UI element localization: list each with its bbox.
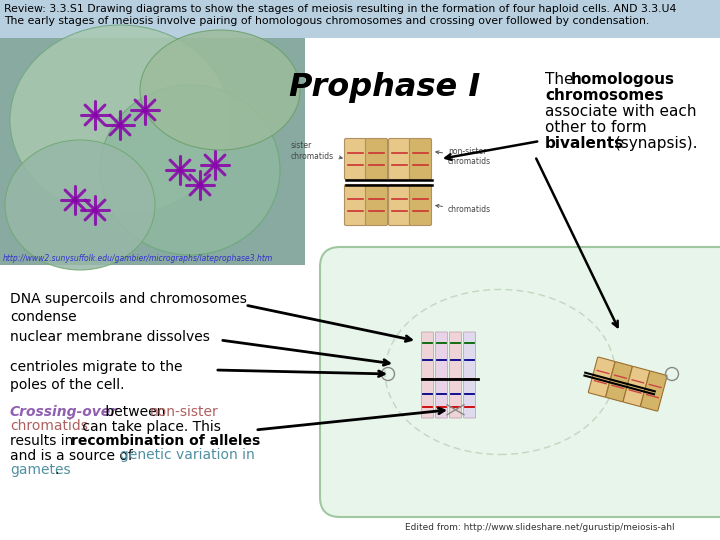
- Text: gametes: gametes: [10, 463, 71, 477]
- Text: and is a source of: and is a source of: [10, 449, 138, 462]
- Text: bivalents: bivalents: [545, 136, 624, 151]
- FancyBboxPatch shape: [389, 185, 410, 226]
- Text: The: The: [545, 72, 578, 87]
- Text: The early stages of meiosis involve pairing of homologous chromosomes and crossi: The early stages of meiosis involve pair…: [4, 16, 649, 26]
- FancyBboxPatch shape: [0, 0, 720, 38]
- FancyBboxPatch shape: [366, 138, 387, 179]
- Text: chromatids: chromatids: [436, 205, 491, 214]
- FancyBboxPatch shape: [389, 138, 410, 179]
- Ellipse shape: [140, 30, 300, 150]
- Text: DNA supercoils and chromosomes
condense: DNA supercoils and chromosomes condense: [10, 292, 247, 325]
- FancyBboxPatch shape: [366, 185, 387, 226]
- Text: associate with each: associate with each: [545, 104, 696, 119]
- Text: Edited from: http://www.slideshare.net/gurustip/meiosis-ahl: Edited from: http://www.slideshare.net/g…: [405, 523, 675, 532]
- Text: chromosomes: chromosomes: [545, 88, 664, 103]
- Text: centrioles migrate to the
poles of the cell.: centrioles migrate to the poles of the c…: [10, 360, 182, 393]
- FancyBboxPatch shape: [344, 138, 366, 179]
- Text: Prophase I: Prophase I: [289, 72, 481, 103]
- Text: genetic variation in: genetic variation in: [120, 449, 255, 462]
- Text: sister
chromatids: sister chromatids: [291, 141, 342, 161]
- Ellipse shape: [100, 85, 280, 255]
- Text: other to form: other to form: [545, 120, 647, 135]
- FancyBboxPatch shape: [641, 371, 667, 411]
- FancyBboxPatch shape: [344, 185, 366, 226]
- Text: Review: 3.3.S1 Drawing diagrams to show the stages of meiosis resulting in the f: Review: 3.3.S1 Drawing diagrams to show …: [4, 4, 676, 14]
- FancyBboxPatch shape: [464, 332, 475, 418]
- Ellipse shape: [10, 25, 230, 215]
- Text: results in: results in: [10, 434, 78, 448]
- FancyBboxPatch shape: [410, 185, 431, 226]
- FancyBboxPatch shape: [320, 247, 720, 517]
- FancyBboxPatch shape: [410, 138, 431, 179]
- Text: .: .: [55, 463, 59, 477]
- Text: chromatids: chromatids: [10, 420, 88, 434]
- FancyBboxPatch shape: [436, 332, 448, 418]
- Text: (synapsis).: (synapsis).: [610, 136, 698, 151]
- FancyBboxPatch shape: [606, 362, 632, 402]
- Text: non-sister: non-sister: [150, 405, 219, 419]
- FancyBboxPatch shape: [623, 367, 649, 407]
- Text: nuclear membrane dissolves: nuclear membrane dissolves: [10, 330, 210, 344]
- Text: can take place. This: can take place. This: [78, 420, 221, 434]
- Ellipse shape: [5, 140, 155, 270]
- Text: Crossing-over: Crossing-over: [10, 405, 118, 419]
- FancyBboxPatch shape: [588, 357, 615, 397]
- FancyBboxPatch shape: [449, 332, 462, 418]
- Text: between: between: [101, 405, 170, 419]
- FancyBboxPatch shape: [0, 38, 305, 265]
- FancyBboxPatch shape: [421, 332, 433, 418]
- Text: recombination of alleles: recombination of alleles: [71, 434, 260, 448]
- Text: non-sister
chromatids: non-sister chromatids: [436, 147, 491, 166]
- Text: http://www2.sunysuffolk.edu/gambier/micrographs/lateprophase3.htm: http://www2.sunysuffolk.edu/gambier/micr…: [3, 254, 274, 263]
- Text: homologous: homologous: [571, 72, 675, 87]
